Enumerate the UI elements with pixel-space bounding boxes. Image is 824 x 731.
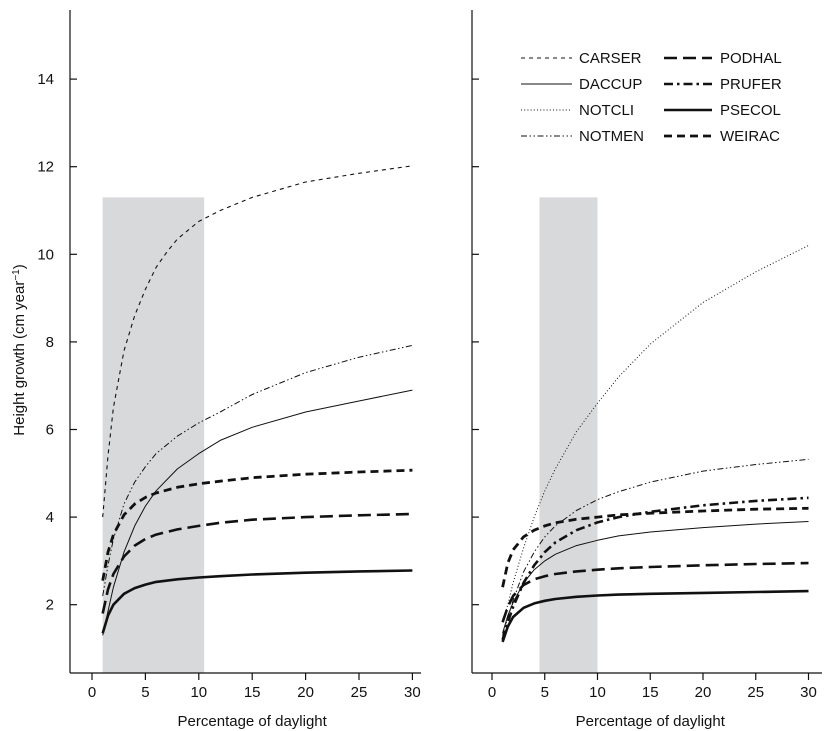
x-tick-label: 0 [88, 684, 96, 701]
x-tick-label: 10 [589, 684, 606, 701]
x-axis-label: Percentage of daylight [576, 713, 726, 730]
series-podhal [501, 561, 809, 623]
legend-label-weirac: WEIRAC [720, 128, 780, 145]
x-tick-label: 25 [747, 684, 764, 701]
series-weirac [501, 506, 809, 588]
series-daccup [502, 521, 809, 634]
x-axis-label: Percentage of daylight [178, 713, 328, 730]
x-tick-label: 20 [297, 684, 314, 701]
x-tick-label: 5 [141, 684, 149, 701]
series-carser [102, 165, 413, 518]
y-axis-label-superscript: −1 [11, 269, 22, 281]
x-tick-label: 5 [541, 684, 549, 701]
right-panel: 0 5 10 15 20 25 30 Percentage of daylight CARSER… [471, 10, 822, 730]
y-axis-label-text: Height growth (cm year [11, 281, 28, 436]
legend-label-podhal: PODHAL [720, 50, 782, 67]
light-band [102, 197, 205, 674]
x-tick-label: 20 [695, 684, 712, 701]
series-daccup [102, 389, 413, 636]
legend-label-notmen: NOTMEN [579, 128, 644, 145]
series-psecol [101, 569, 413, 634]
series-prufer [501, 496, 809, 641]
left-panel: 2 4 6 8 10 12 14 0 5 10 15 20 25 30 Percentage of dayl… [37, 10, 421, 730]
y-tick-label: 2 [46, 597, 54, 614]
legend-label-psecol: PSECOL [720, 102, 781, 119]
x-tick-label: 15 [642, 684, 659, 701]
series-psecol [501, 589, 809, 643]
y-tick-label: 14 [37, 71, 54, 88]
y-tick-label: 10 [37, 246, 54, 263]
legend-label-carser: CARSER [579, 50, 642, 67]
x-tick-label: 30 [800, 684, 817, 701]
y-tick-label: 4 [46, 509, 54, 526]
light-band [539, 197, 598, 674]
y-tick-label: 6 [46, 422, 54, 439]
y-axis-label-close: ) [11, 264, 28, 269]
series-weirac [101, 468, 413, 581]
x-tick-label: 10 [190, 684, 207, 701]
series-notmen [102, 344, 413, 596]
legend-label-notcli: NOTCLI [579, 102, 634, 119]
y-tick-label: 12 [37, 159, 54, 176]
x-tick-label: 25 [351, 684, 368, 701]
series-podhal [101, 512, 413, 614]
x-tick-label: 15 [244, 684, 261, 701]
legend: CARSER PODHAL DACCUP PRUFER NOTCLI PSECOL NOTM… [521, 50, 782, 145]
legend-label-daccup: DACCUP [579, 76, 642, 93]
y-axis-label: Height growth (cm year−1) [11, 264, 29, 435]
y-tick-label: 8 [46, 334, 54, 351]
legend-label-prufer: PRUFER [720, 76, 782, 93]
x-tick-label: 0 [488, 684, 496, 701]
x-tick-label: 30 [404, 684, 421, 701]
